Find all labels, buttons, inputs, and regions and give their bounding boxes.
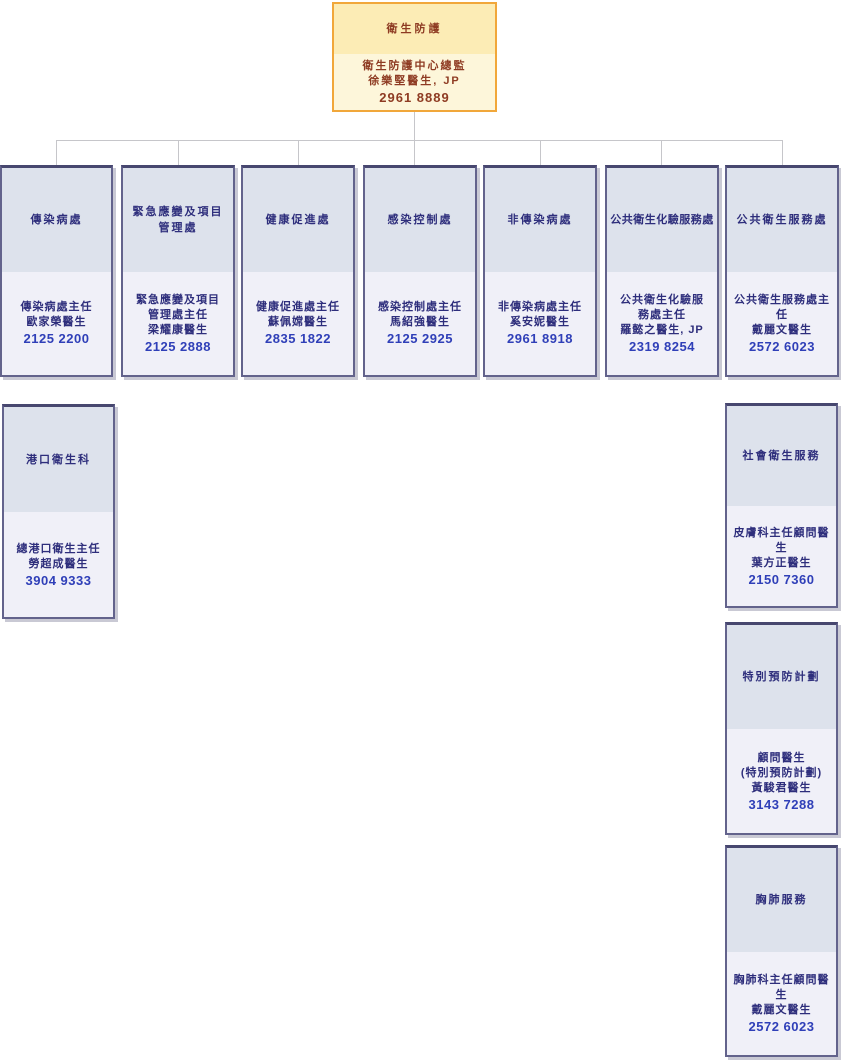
node-title: 公共衛生化驗服務處 [607,168,717,272]
node-title: 衛生防護 [334,4,495,54]
org-node-port-health-office: 港口衛生科 總港口衛生主任 勞超成醫生 3904 9333 [2,404,115,619]
node-title: 社會衛生服務 [727,406,836,506]
node-details: 顧問醫生 (特別預防計劃) 黃駿君醫生 3143 7288 [727,729,836,833]
org-node-infection-control-branch: 感染控制處 感染控制處主任 馬紹強醫生 2125 2925 [363,165,477,377]
node-phone: 3904 9333 [25,572,92,588]
node-title: 非傳染病處 [485,168,595,272]
node-title-line: 特別預防計劃 [742,671,821,683]
node-phone: 2319 8254 [629,338,695,354]
node-details: 非傳染病處主任 奚安妮醫生 2961 8918 [485,271,595,375]
node-phone: 2150 7360 [748,571,815,587]
node-title: 港口衛生科 [4,407,113,512]
node-role-line: 感染控制處主任 [378,301,462,314]
node-title-line: 非傳染病處 [507,213,573,226]
node-role-line: 非傳染病處主任 [498,301,582,314]
node-role-line: 公共衛生化驗服 [620,293,704,306]
node-role-line: 傳染病處主任 [20,301,93,314]
node-title-line: 公共衛生服務處 [736,213,828,226]
node-details: 感染控制處主任 馬紹強醫生 2125 2925 [365,271,475,375]
node-name-line: 徐樂堅醫生, JP [368,75,461,87]
node-title: 感染控制處 [365,168,475,272]
connector-horizontal-bar [56,140,783,141]
node-details: 總港口衛生主任 勞超成醫生 3904 9333 [4,512,113,617]
node-title-line: 港口衛生科 [26,453,91,466]
node-role-line: 胸肺科主任顧問醫生 [733,973,830,1001]
node-phone: 3143 7288 [748,796,815,812]
org-node-communicable-disease-branch: 傳染病處 傳染病處主任 歐家榮醫生 2125 2200 [0,165,113,377]
node-title-line: 健康促進處 [265,213,331,226]
node-phone: 2572 6023 [749,338,815,354]
node-name-line: 勞超成醫生 [28,557,89,570]
node-role-line: 公共衛生服務處主任 [734,293,830,321]
node-phone: 2125 2925 [387,331,453,347]
node-details: 公共衛生化驗服 務處主任 羅懿之醫生, JP 2319 8254 [607,271,717,375]
org-node-special-preventive-programme: 特別預防計劃 顧問醫生 (特別預防計劃) 黃駿君醫生 3143 7288 [725,622,838,835]
node-role-line: 衛生防護中心總監 [362,60,467,72]
org-node-social-hygiene-service: 社會衛生服務 皮膚科主任顧問醫生 葉方正醫生 2150 7360 [725,403,838,608]
node-name-line: 歐家榮醫生 [26,316,87,329]
node-name-line: 戴麗文醫生 [752,323,812,336]
connector-drop [540,140,541,165]
node-role-line: 皮膚科主任顧問醫生 [733,526,830,554]
org-node-non-communicable-disease-branch: 非傳染病處 非傳染病處主任 奚安妮醫生 2961 8918 [483,165,597,377]
node-title: 胸肺服務 [727,848,836,952]
connector-drop [414,140,415,165]
connector-drop [782,140,783,165]
node-details: 健康促進處主任 蘇佩嫦醫生 2835 1822 [243,271,353,375]
node-name-line: 羅懿之醫生, JP [620,323,704,336]
node-name-line: 馬紹強醫生 [390,316,450,329]
org-node-director: 衛生防護 衛生防護中心總監 徐樂堅醫生, JP 2961 8889 [332,2,497,112]
org-node-public-health-laboratory-branch: 公共衛生化驗服務處 公共衛生化驗服 務處主任 羅懿之醫生, JP 2319 82… [605,165,719,377]
node-name-line: 戴麗文醫生 [751,1003,812,1016]
node-title: 公共衛生服務處 [727,168,837,272]
connector-drop [178,140,179,165]
node-details: 胸肺科主任顧問醫生 戴麗文醫生 2572 6023 [727,951,836,1055]
connector-stem [414,112,415,140]
node-phone: 2835 1822 [265,331,331,347]
node-details: 公共衛生服務處主任 戴麗文醫生 2572 6023 [727,271,837,375]
node-title-line: 緊急應變及項目 [132,205,224,218]
node-title-line: 公共衛生化驗服務處 [610,213,714,226]
node-phone: 2961 8918 [507,331,573,347]
org-node-tb-chest-service: 胸肺服務 胸肺科主任顧問醫生 戴麗文醫生 2572 6023 [725,845,838,1057]
node-name-line: 奚安妮醫生 [510,316,570,329]
node-title-line: 管理處 [158,221,198,234]
node-name-line: 梁耀康醫生 [148,323,208,336]
org-node-public-health-services-branch: 公共衛生服務處 公共衛生服務處主任 戴麗文醫生 2572 6023 [725,165,839,377]
node-title: 傳染病處 [2,168,111,272]
node-details: 傳染病處主任 歐家榮醫生 2125 2200 [2,271,111,375]
node-name-line: 黃駿君醫生 [751,781,812,794]
org-node-health-promotion-branch: 健康促進處 健康促進處主任 蘇佩嫦醫生 2835 1822 [241,165,355,377]
node-role-line: 總港口衛生主任 [16,542,101,555]
node-title: 特別預防計劃 [727,625,836,729]
node-title-line: 傳染病處 [30,213,83,226]
node-role-line: (特別預防計劃) [740,766,823,779]
node-title-line: 社會衛生服務 [742,450,821,462]
node-name-line: 蘇佩嫦醫生 [268,316,328,329]
connector-drop [661,140,662,165]
node-title-line: 感染控制處 [387,213,453,226]
node-phone: 2125 2888 [145,338,211,354]
node-details: 皮膚科主任顧問醫生 葉方正醫生 2150 7360 [727,506,836,606]
node-role-line: 顧問醫生 [757,751,806,764]
node-title: 健康促進處 [243,168,353,272]
node-phone: 2125 2200 [23,331,90,347]
node-title-line: 胸肺服務 [755,893,808,906]
node-phone: 2572 6023 [748,1018,815,1034]
connector-drop [56,140,57,165]
node-name-line: 葉方正醫生 [751,556,812,569]
node-role-line: 務處主任 [638,308,686,321]
node-title-line: 衛生防護 [386,23,443,35]
node-title: 緊急應變及項目 管理處 [123,168,233,272]
node-details: 緊急應變及項目 管理處主任 梁耀康醫生 2125 2888 [123,271,233,375]
connector-drop [298,140,299,165]
node-phone: 2961 8889 [379,90,450,105]
org-node-emergency-response-branch: 緊急應變及項目 管理處 緊急應變及項目 管理處主任 梁耀康醫生 2125 288… [121,165,235,377]
node-details: 衛生防護中心總監 徐樂堅醫生, JP 2961 8889 [334,54,495,110]
node-role-line: 管理處主任 [148,308,208,321]
node-role-line: 健康促進處主任 [256,301,340,314]
node-role-line: 緊急應變及項目 [136,293,220,306]
